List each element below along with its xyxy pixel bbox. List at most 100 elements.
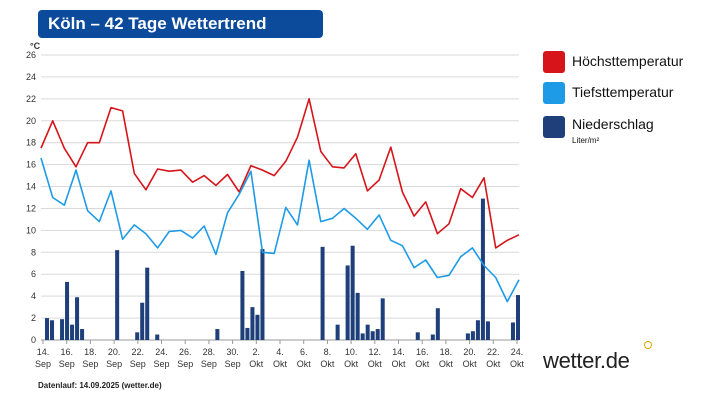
y-tick-label: 10 <box>26 225 36 235</box>
y-tick-label: 2 <box>31 313 36 323</box>
precipitation-bar <box>75 297 80 340</box>
x-tick-month: Sep <box>59 359 75 369</box>
precipitation-bar <box>350 245 355 340</box>
precipitation-bar <box>380 298 385 340</box>
precipitation-bar <box>370 331 375 340</box>
x-tick-month: Okt <box>439 359 454 369</box>
x-tick-month: Okt <box>391 359 406 369</box>
x-tick-month: Sep <box>82 359 98 369</box>
x-tick-month: Sep <box>153 359 169 369</box>
x-tick-month: Okt <box>415 359 430 369</box>
precipitation-bar <box>515 295 520 340</box>
precipitation-bar <box>45 318 50 340</box>
precipitation-bar <box>415 332 420 340</box>
y-tick-label: 22 <box>26 94 36 104</box>
precipitation-bar <box>135 332 140 340</box>
precipitation-bar <box>355 292 360 340</box>
x-tick-day: 30. <box>226 347 239 357</box>
x-tick-day: 18. <box>440 347 453 357</box>
x-tick-day: 12. <box>369 347 382 357</box>
x-tick-day: 26. <box>179 347 192 357</box>
y-tick-label: 8 <box>31 247 36 257</box>
precipitation-bar <box>240 270 245 340</box>
x-tick-month: Sep <box>225 359 241 369</box>
y-tick-label: 0 <box>31 335 36 345</box>
temperature-lines <box>40 98 520 303</box>
x-tick-month: Okt <box>320 359 335 369</box>
precipitation-bar <box>115 250 120 340</box>
precipitation-bar <box>365 324 370 340</box>
x-tick-month: Sep <box>201 359 217 369</box>
legend-label-high: Höchsttemperatur <box>572 53 684 69</box>
x-tick-month: Okt <box>273 359 288 369</box>
precipitation-bar <box>250 307 255 340</box>
x-tick-month: Okt <box>463 359 478 369</box>
precipitation-bar <box>245 327 250 340</box>
low-temperature-line <box>40 157 520 303</box>
precipitation-bar <box>335 324 340 340</box>
precipitation-bar <box>320 246 325 340</box>
precipitation-bar <box>155 334 160 340</box>
precipitation-bar <box>215 329 220 340</box>
x-tick-day: 24. <box>511 347 524 357</box>
precipitation-bar <box>345 265 350 340</box>
precipitation-bar <box>485 321 490 340</box>
x-tick-day: 18. <box>84 347 97 357</box>
x-tick-day: 10. <box>345 347 358 357</box>
x-tick-day: 28. <box>203 347 216 357</box>
precipitation-bar <box>510 322 515 340</box>
x-tick-day: 8. <box>324 347 332 357</box>
precipitation-bar <box>145 267 150 340</box>
x-tick-month: Okt <box>510 359 525 369</box>
legend-swatch-precip <box>543 116 565 138</box>
legend-sub-precip: Liter/m² <box>572 136 600 145</box>
x-tick-day: 2. <box>253 347 261 357</box>
x-tick-day: 16. <box>416 347 429 357</box>
x-tick-day: 6. <box>300 347 308 357</box>
x-tick-month: Sep <box>177 359 193 369</box>
precipitation-bar <box>435 308 440 340</box>
precipitation-bar <box>80 329 85 340</box>
x-tick-month: Okt <box>486 359 501 369</box>
y-tick-label: 18 <box>26 138 36 148</box>
precipitation-bar <box>140 302 145 340</box>
x-tick-day: 20. <box>463 347 476 357</box>
x-tick-day: 14. <box>392 347 405 357</box>
x-tick-month: Okt <box>368 359 383 369</box>
precipitation-bars <box>45 198 520 340</box>
precipitation-bar <box>65 281 70 340</box>
precipitation-bar <box>260 249 265 340</box>
y-tick-label: 14 <box>26 182 36 192</box>
legend-swatch-high <box>543 51 565 73</box>
x-axis-ticks: 14. Sep 16. Sep 18. Sep 20. Sep 22. Sep 24. Sep 26. S… <box>35 340 525 369</box>
y-tick-label: 4 <box>31 291 36 301</box>
y-tick-label: 16 <box>26 160 36 170</box>
x-tick-day: 20. <box>108 347 121 357</box>
precipitation-bar <box>465 333 470 340</box>
legend-label-low: Tiefsttemperatur <box>572 84 674 100</box>
chart-title: Köln – 42 Tage Wettertrend <box>38 10 323 38</box>
x-tick-day: 4. <box>276 347 284 357</box>
x-tick-day: 24. <box>155 347 168 357</box>
high-temperature-line <box>40 98 520 249</box>
precipitation-bar <box>50 320 55 340</box>
precipitation-bar <box>430 334 435 340</box>
legend-swatch-low <box>543 82 565 104</box>
precipitation-bar <box>60 319 65 340</box>
precipitation-bar <box>70 324 75 340</box>
x-tick-month: Sep <box>35 359 51 369</box>
precipitation-bar <box>470 331 475 340</box>
y-tick-label: 26 <box>26 50 36 60</box>
precipitation-bar <box>255 314 260 340</box>
y-tick-label: 20 <box>26 116 36 126</box>
x-tick-day: 22. <box>487 347 500 357</box>
x-tick-day: 16. <box>60 347 73 357</box>
precipitation-bar <box>360 333 365 340</box>
x-tick-month: Okt <box>344 359 359 369</box>
y-tick-label: 24 <box>26 72 36 82</box>
x-tick-month: Okt <box>297 359 312 369</box>
precipitation-bar <box>475 320 480 340</box>
y-tick-label: 12 <box>26 203 36 213</box>
